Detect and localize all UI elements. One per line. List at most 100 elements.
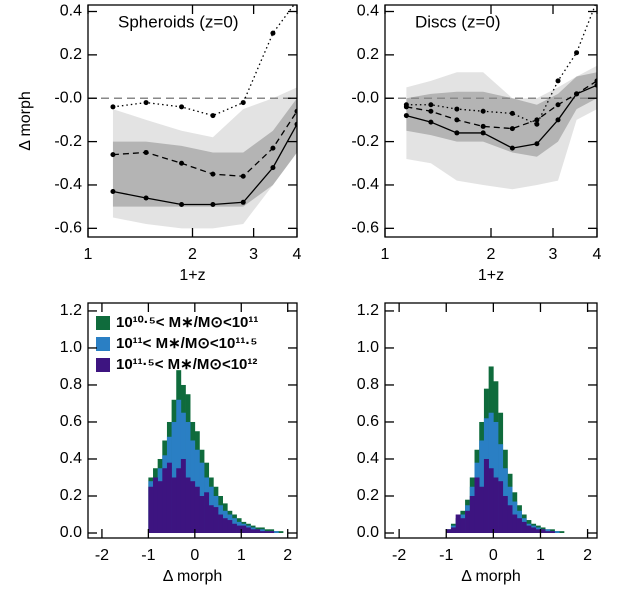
y-tick-label: 0.0 — [357, 524, 379, 541]
point — [110, 152, 116, 158]
hist-bar — [194, 486, 200, 534]
x-tick-label: 1 — [381, 246, 390, 263]
point — [534, 117, 540, 123]
y-tick-label: -0.0 — [351, 89, 379, 106]
point — [270, 165, 276, 171]
hist-bar — [531, 527, 537, 534]
hist-bar — [176, 399, 182, 534]
hist-bar — [273, 531, 279, 534]
hist-bar — [250, 529, 256, 534]
hist-bar — [278, 531, 284, 534]
hist-bar — [157, 481, 163, 534]
hist-bar — [259, 531, 265, 534]
point — [509, 145, 515, 151]
hist-bar — [460, 518, 466, 534]
point — [555, 117, 561, 123]
y-tick-label: -0.6 — [351, 220, 379, 237]
x-axis-label: 1+z — [478, 267, 504, 284]
plot-area — [385, 5, 597, 190]
hist-bar — [153, 477, 158, 534]
y-tick-label: 0.4 — [60, 450, 82, 467]
point — [534, 141, 540, 147]
point — [428, 119, 434, 125]
hist-bar — [469, 495, 475, 534]
hist-bar — [255, 529, 261, 534]
legend-swatch — [96, 358, 110, 372]
y-tick-label: 0.2 — [357, 46, 379, 63]
point — [555, 102, 561, 108]
band — [112, 98, 297, 207]
point — [480, 108, 486, 114]
point — [240, 100, 246, 106]
point — [454, 106, 460, 112]
y-tick-label: 0.2 — [60, 46, 82, 63]
hist-bar — [190, 481, 196, 534]
hist-bar — [549, 531, 555, 534]
x-tick-label: 1 — [237, 547, 246, 564]
hist-bar — [213, 507, 219, 534]
point — [574, 50, 580, 56]
panel-title: Spheroids (z=0) — [118, 12, 238, 31]
hist-bar — [559, 531, 565, 534]
hist-bar — [516, 518, 522, 534]
x-tick-label: 3 — [249, 246, 258, 263]
hist-bar — [521, 521, 527, 534]
hist-bar — [479, 486, 485, 534]
x-tick-label: 2 — [487, 246, 496, 263]
point — [240, 199, 246, 205]
point — [509, 110, 515, 116]
hist-bar — [545, 531, 551, 534]
y-tick-label: -0.6 — [54, 220, 82, 237]
x-tick-label: 4 — [293, 246, 302, 263]
y-tick-label: 0.8 — [60, 376, 82, 393]
y-tick-label: -0.2 — [351, 133, 379, 150]
hist-bar — [498, 481, 504, 534]
y-tick-label: 1.2 — [357, 302, 379, 319]
plot-area — [446, 366, 565, 534]
hist-bar — [231, 523, 237, 534]
point — [454, 117, 460, 123]
hist-bar — [227, 520, 233, 534]
point — [428, 108, 434, 114]
point — [110, 104, 116, 110]
x-axis-label: Δ morph — [461, 568, 521, 585]
point — [143, 149, 149, 155]
hist-bar — [526, 525, 532, 534]
hist-bar — [176, 468, 182, 534]
x-tick-label: 2 — [583, 547, 592, 564]
axes-frame — [384, 302, 598, 539]
point — [143, 100, 149, 106]
point — [574, 91, 580, 97]
hist-bar — [465, 510, 471, 534]
y-tick-label: -0.0 — [54, 89, 82, 106]
point — [403, 102, 409, 108]
point — [110, 188, 116, 194]
y-tick-label: 0.2 — [60, 487, 82, 504]
x-tick-label: 0 — [190, 547, 199, 564]
hist-bar — [512, 514, 518, 534]
y-tick-label: 0.8 — [357, 376, 379, 393]
y-tick-label: 0.2 — [357, 487, 379, 504]
hist-bar — [540, 529, 546, 534]
y-tick-label: 0.4 — [60, 3, 82, 20]
hist-bar — [180, 458, 186, 534]
hist-bar — [446, 529, 452, 534]
band — [406, 72, 597, 157]
hist-bar — [204, 492, 210, 534]
point — [270, 30, 276, 36]
point — [480, 123, 486, 129]
y-tick-label: -0.4 — [54, 176, 82, 193]
hist-bar — [554, 531, 560, 534]
y-tick-label: 0.4 — [357, 450, 379, 467]
hist-bar — [269, 531, 275, 534]
point — [480, 130, 486, 136]
x-tick-label: -1 — [141, 547, 155, 564]
series-line — [406, 80, 597, 130]
y-axis-label: Δ morph — [17, 91, 34, 151]
hist-bar — [171, 477, 177, 534]
y-tick-label: 0.6 — [357, 413, 379, 430]
point — [403, 113, 409, 119]
x-tick-label: 1 — [84, 246, 93, 263]
x-tick-label: -2 — [392, 547, 406, 564]
